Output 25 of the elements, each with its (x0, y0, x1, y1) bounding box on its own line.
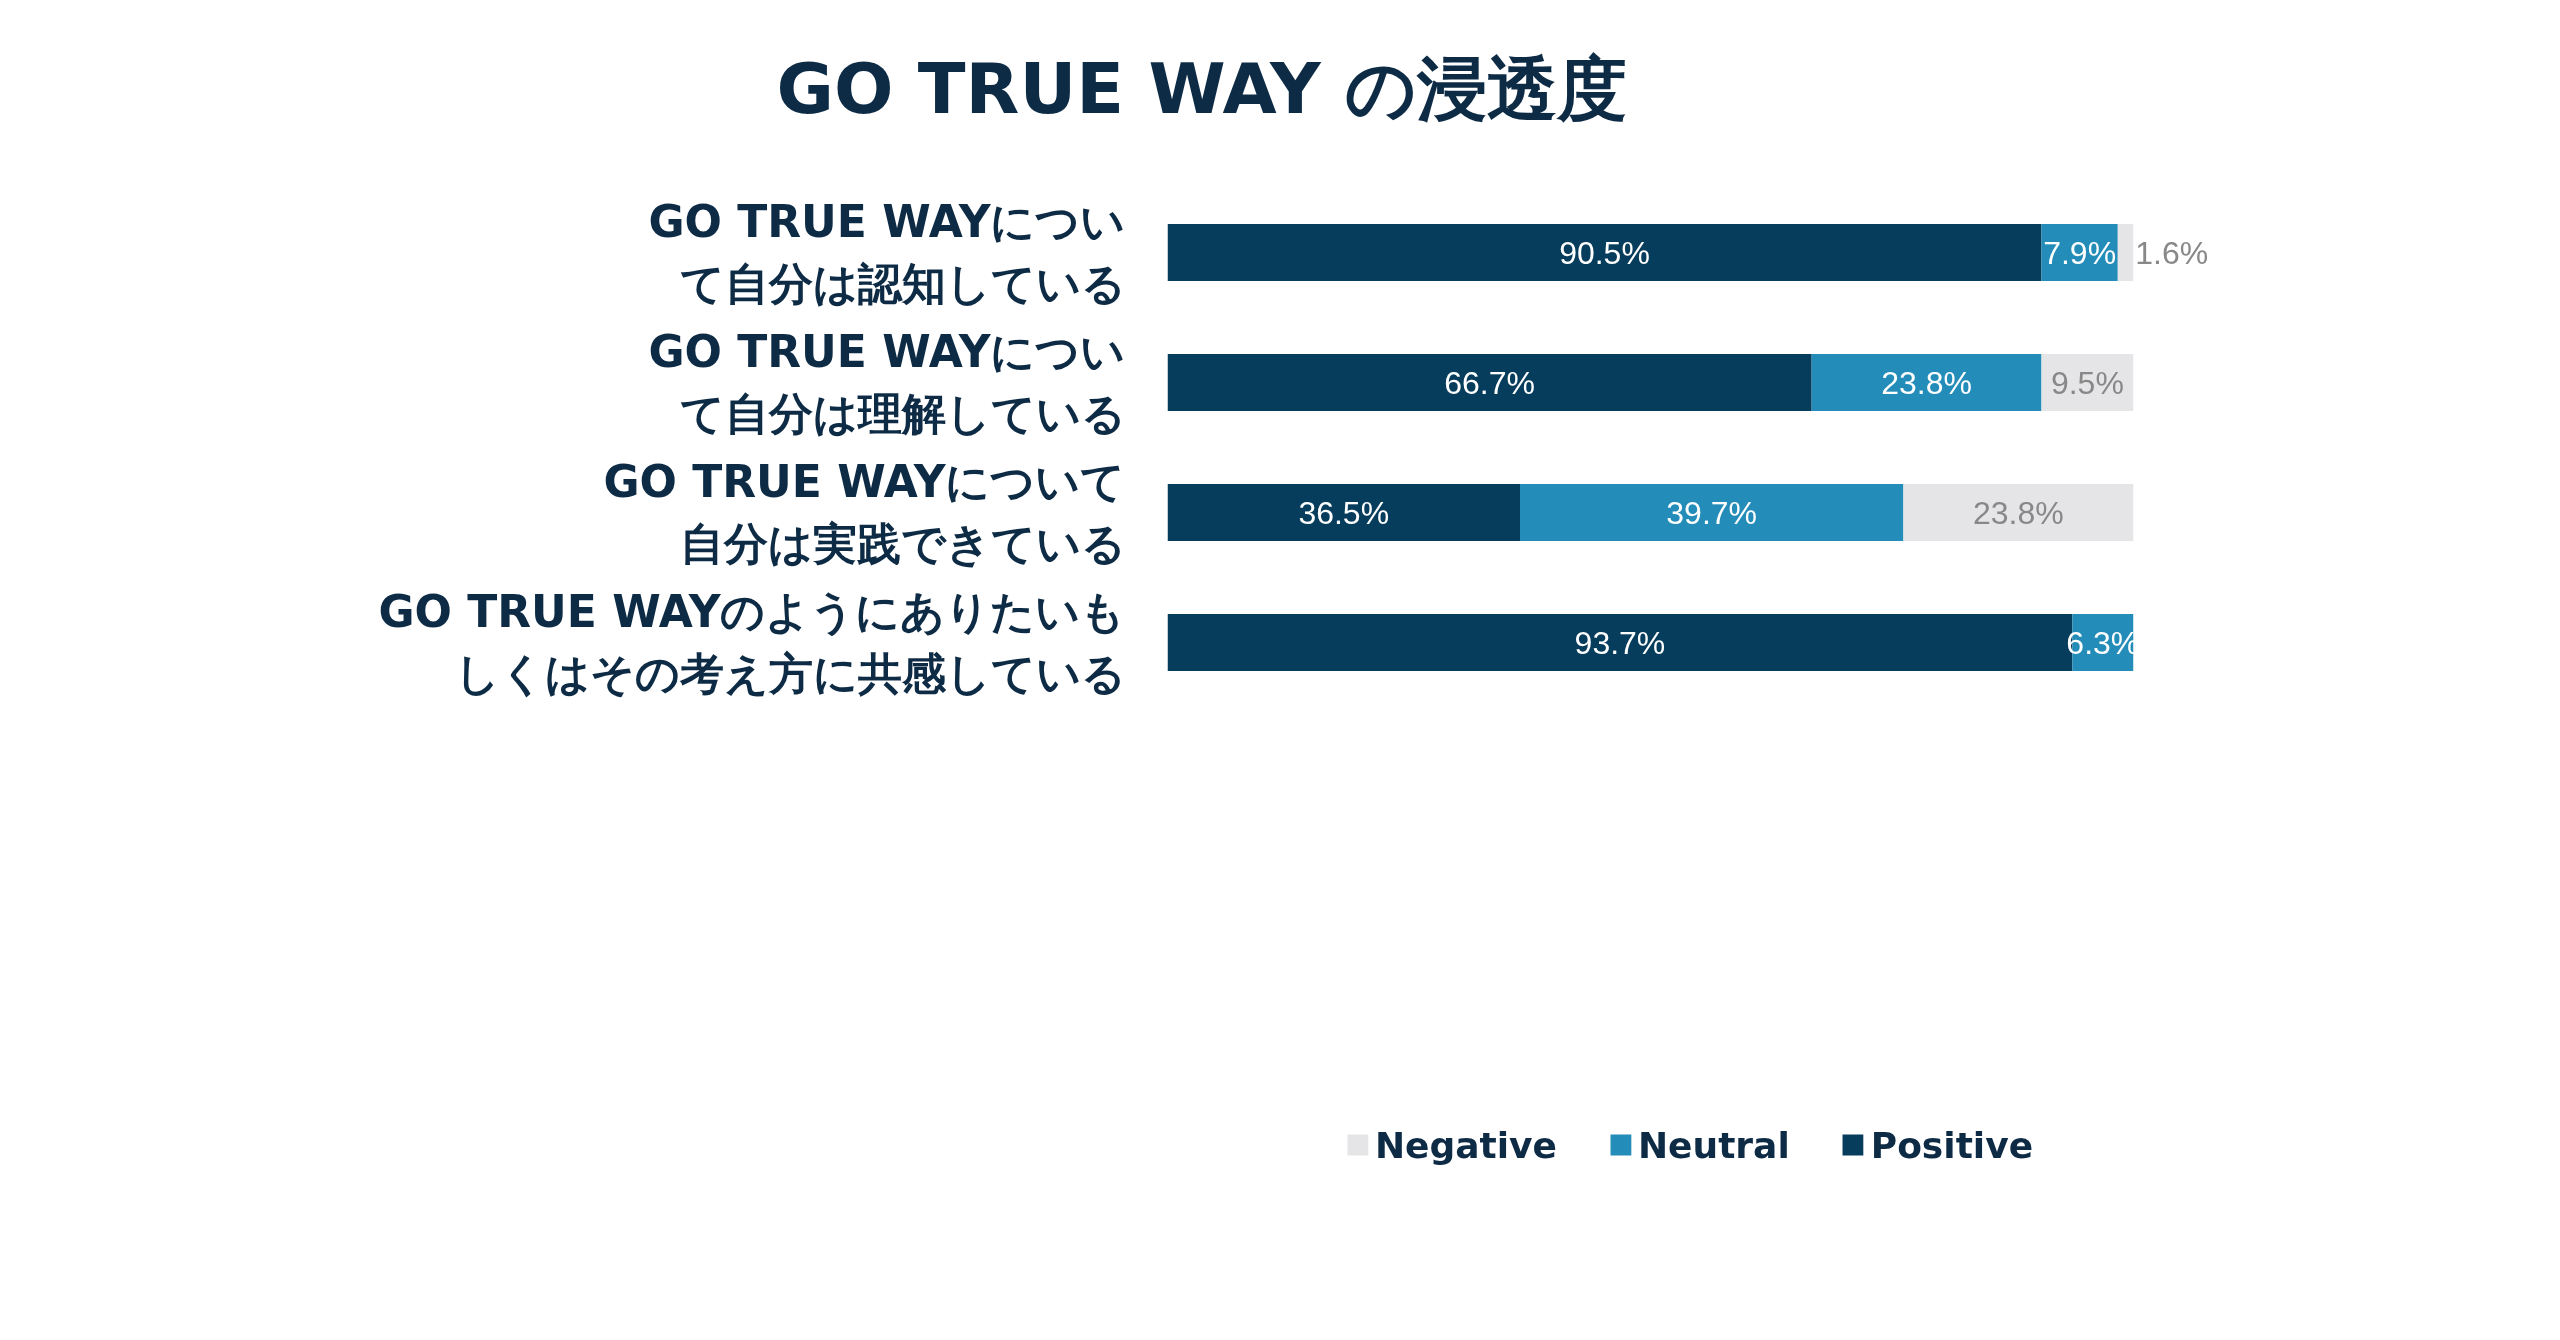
data-label: 93.7% (1574, 624, 1666, 661)
y-tick-label: GO TRUE WAYのようにありたいもしくはその考え方に共感している (378, 586, 1126, 699)
data-label: 39.7% (1666, 494, 1758, 531)
y-tick-label: GO TRUE WAYについて自分は実践できている (603, 456, 1126, 569)
data-label: 9.5% (2050, 364, 2124, 401)
bar (1167, 353, 1812, 412)
bar (1520, 483, 1904, 542)
y-tick-label: GO TRUE WAYについて自分は認知している (648, 196, 1126, 309)
bar (1167, 223, 2042, 282)
bar (1811, 353, 2042, 412)
y-tick-label: GO TRUE WAYについて自分は理解している (648, 326, 1126, 439)
chart-title: GO TRUE WAY の浸透度 (776, 47, 1628, 130)
data-label: 1.6% (2135, 234, 2209, 271)
legend-label: Neutral (1637, 1124, 1790, 1166)
legend-label: Negative (1374, 1124, 1557, 1166)
data-label: 23.8% (1881, 364, 1972, 401)
bar (1167, 483, 1520, 542)
bar (2117, 223, 2134, 282)
data-label: 90.5% (1559, 234, 1650, 271)
data-label: 7.9% (2043, 234, 2117, 271)
data-label: 66.7% (1444, 364, 1535, 401)
data-label: 23.8% (1972, 494, 2064, 531)
legend-label: Positive (1870, 1124, 2034, 1166)
data-label: 36.5% (1298, 494, 1390, 531)
bar (1903, 483, 2134, 542)
